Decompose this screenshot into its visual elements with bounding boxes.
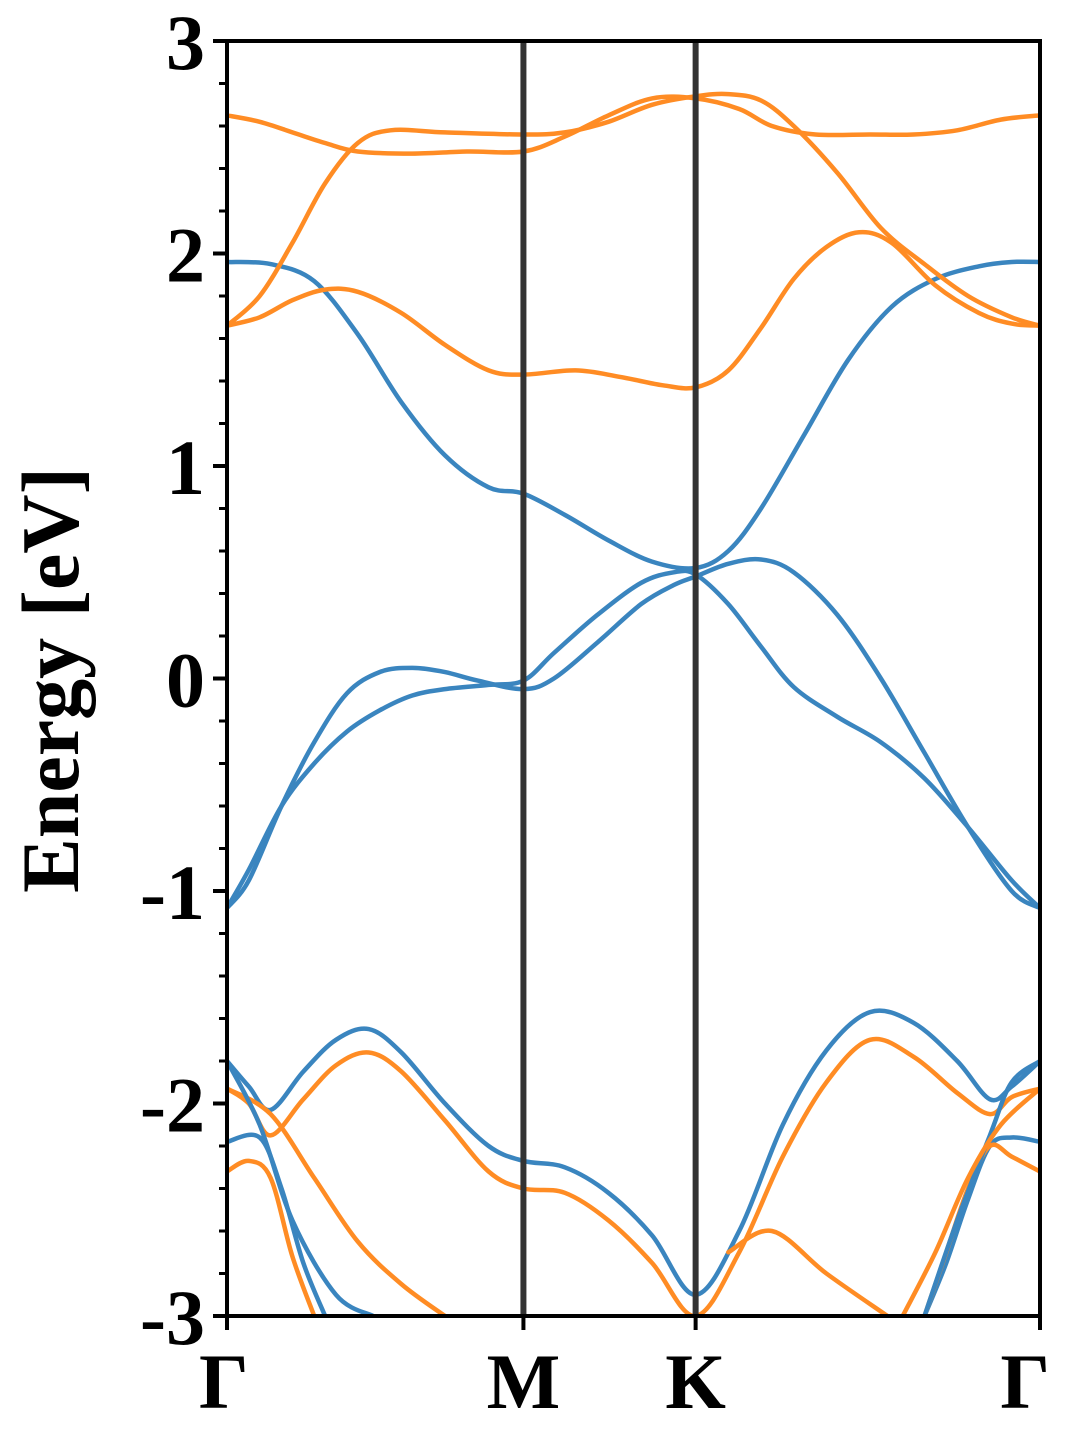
band-line-orange-8 [227,1036,1040,1316]
y-tick-label: -2 [140,1062,205,1149]
y-tick-label: 3 [166,0,205,86]
y-tick-label: 1 [166,424,205,511]
y-tick-label: -1 [140,849,205,936]
x-tick-label-K: K [665,1338,726,1425]
band-line-orange-14 [922,1142,1040,1316]
band-line-blue-4 [227,1008,1040,1298]
band-line-orange-17 [726,1228,890,1316]
x-tick-label-Γ: Γ [1000,1338,1050,1425]
band-line-orange-5 [227,94,1040,156]
plot-frame [225,39,1042,1318]
band-line-orange-11 [227,1086,448,1316]
band-line-blue-1 [227,259,1040,571]
band-line-blue-12 [227,1058,376,1316]
y-tick-label: -3 [140,1274,205,1361]
band-line-blue-2 [227,556,1040,911]
band-line-blue-3 [227,568,1040,911]
band-line-orange-7 [227,229,1040,391]
y-tick-label: 0 [166,637,205,724]
band-line-orange-10 [227,1158,317,1316]
band-lines [227,91,1040,1316]
x-tick-label-M: M [487,1338,561,1425]
band-line-orange-16 [900,1086,1040,1316]
y-axis-title: Energy [eV] [5,467,96,893]
y-tick-label: 2 [166,212,205,299]
x-tick-label-Γ: Γ [199,1338,249,1425]
symmetry-point-lines [520,41,699,1316]
band-line-orange-6 [227,91,1040,328]
y-axis-ticks: -3 -2 -1 0 1 2 3 [140,0,227,1361]
